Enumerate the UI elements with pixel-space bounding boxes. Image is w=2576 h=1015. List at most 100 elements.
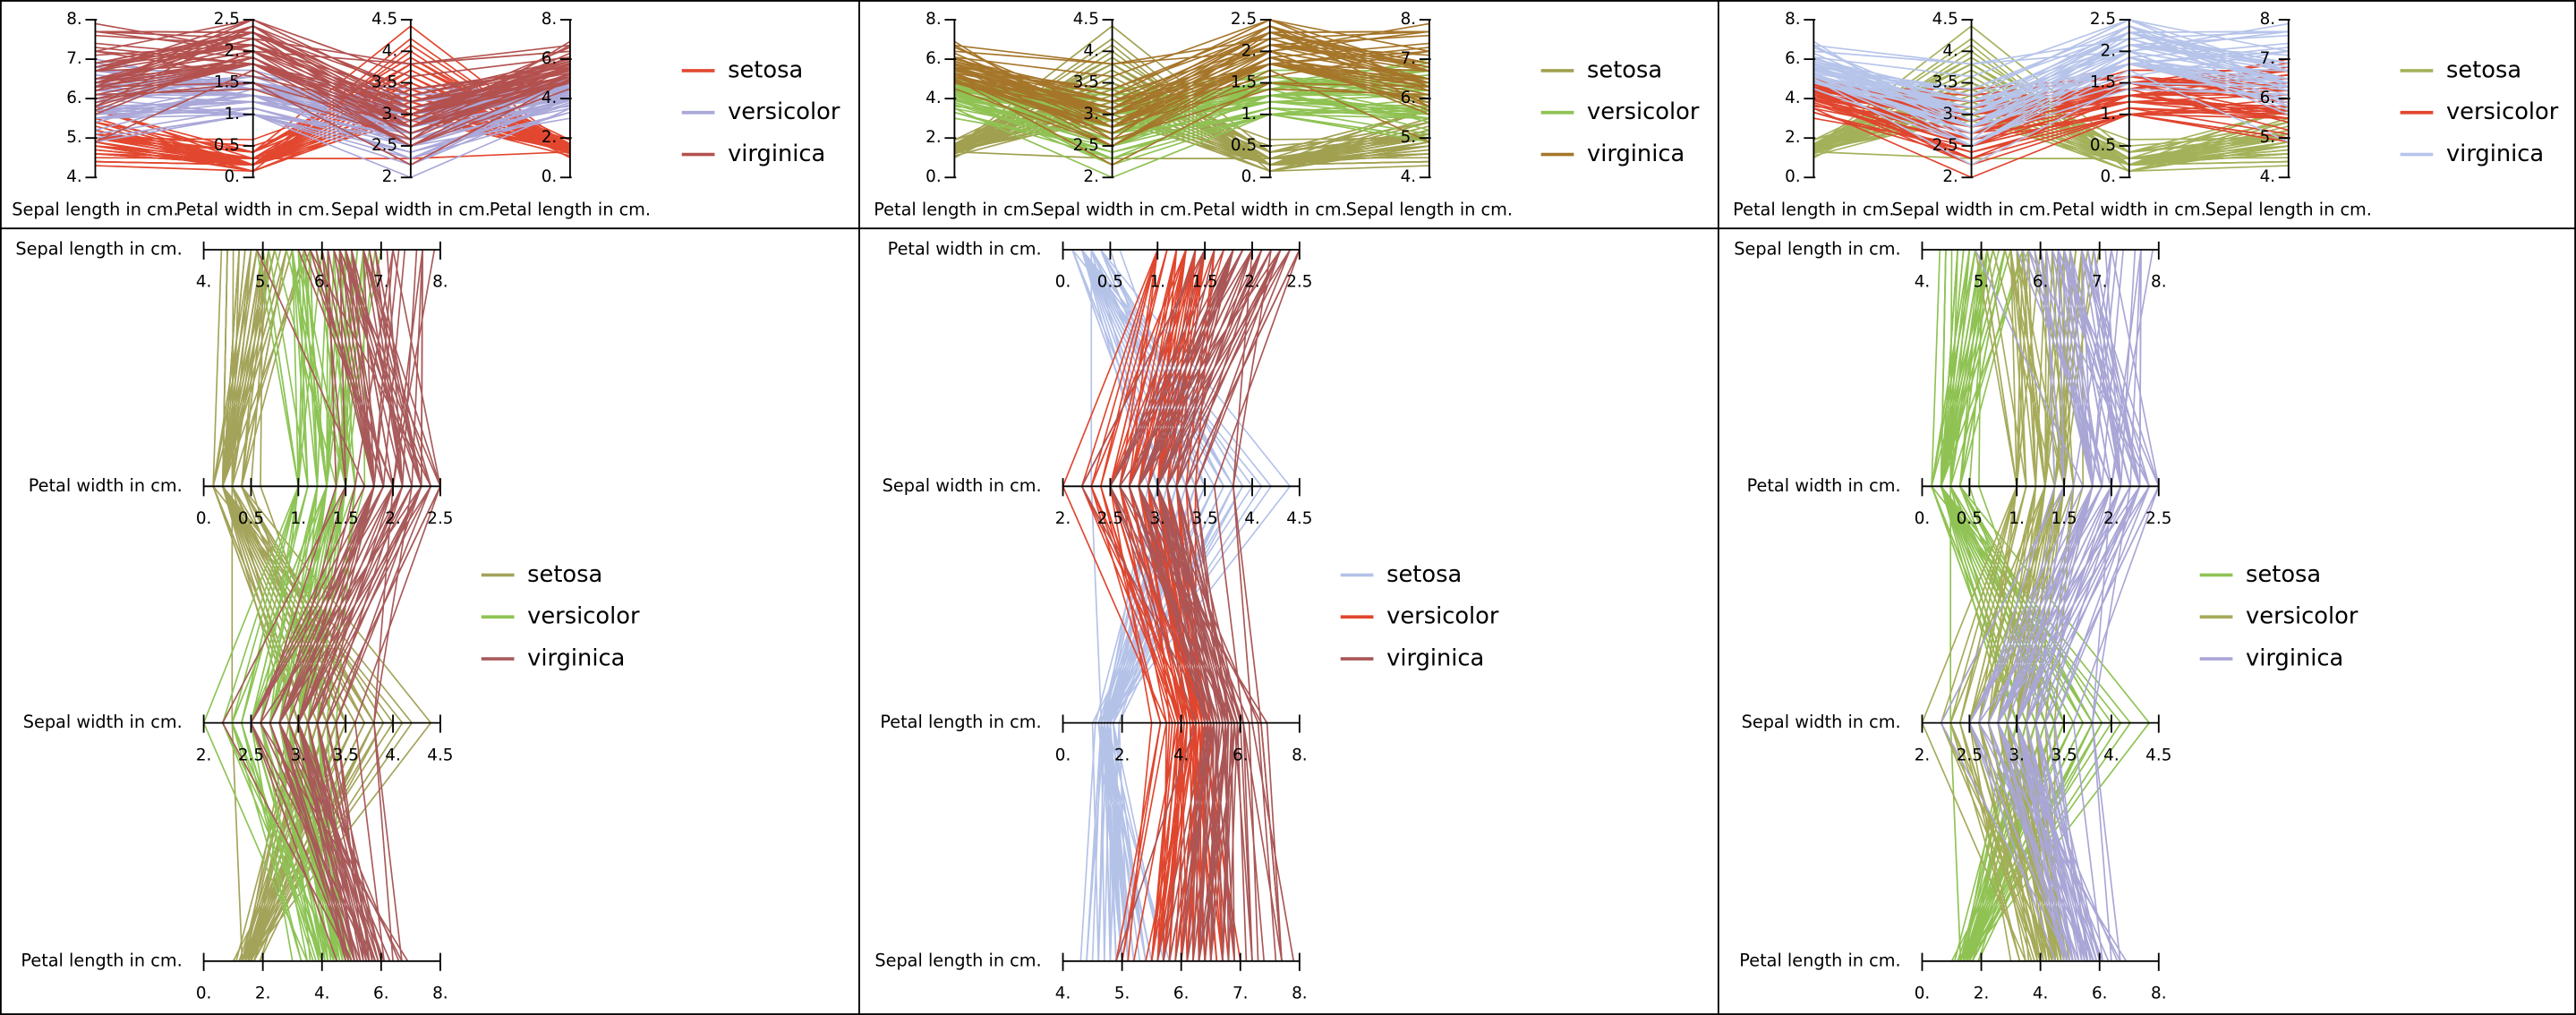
tick-label: 1.5 <box>2090 73 2116 92</box>
tick-label: 3.5 <box>2051 746 2077 764</box>
profile-line <box>954 63 1429 134</box>
tick-label: 3. <box>382 105 398 124</box>
axis-label: Petal length in cm. <box>1733 199 1894 219</box>
axis-label: Sepal length in cm. <box>1346 199 1513 219</box>
profile-line <box>250 249 366 962</box>
profile-line <box>1968 249 2103 962</box>
tick-label: 4. <box>1785 89 1801 107</box>
tick-label: 4. <box>1915 273 1931 292</box>
profile-line <box>2025 249 2094 961</box>
profile-line <box>1813 31 2289 109</box>
profile-line <box>1128 249 1234 961</box>
panel: Sepal length in cm. 4. 5. 6. 7. 8. Petal width… <box>12 10 840 219</box>
profile-line <box>954 31 1430 109</box>
profile-line <box>373 249 423 961</box>
tick-label: 7. <box>1233 984 1249 1002</box>
tick-label: 0.5 <box>1097 273 1123 292</box>
profile-line <box>95 150 570 159</box>
profile-line <box>269 249 375 962</box>
tick-label: 8. <box>542 10 558 29</box>
tick-label: 3.5 <box>1192 509 1218 528</box>
tick-label: 2. <box>925 128 942 147</box>
profile-line <box>954 30 1429 65</box>
tick-label: 3. <box>1083 105 1099 124</box>
tick-label: 0.5 <box>1957 509 1983 528</box>
legend-label: setosa <box>2246 561 2321 588</box>
profile-line <box>1949 249 2021 962</box>
tick-label: 4.5 <box>1073 10 1099 29</box>
tick-label: 8. <box>2151 984 2167 1002</box>
tick-label: 0. <box>1915 509 1931 528</box>
lines <box>1062 249 1301 962</box>
tick-label: 3.5 <box>1932 73 1958 92</box>
profile-line <box>1958 249 2035 962</box>
profile-line <box>95 31 571 103</box>
tick-label: 2. <box>1915 746 1931 764</box>
profile-line <box>1165 249 1282 961</box>
profile-line <box>95 111 571 159</box>
tick-label: 3. <box>1942 105 1958 124</box>
tick-label: 1.5 <box>1192 273 1218 292</box>
tick-label: 8. <box>2151 273 2167 292</box>
axis-label: Petal width in cm. <box>1193 199 1347 219</box>
legend-label: virginica <box>527 645 625 672</box>
profile-line <box>1109 249 1244 961</box>
profile-line <box>95 107 571 147</box>
tick-label: 0. <box>196 509 212 528</box>
profile-line <box>95 63 571 115</box>
tick-label: 5. <box>1974 273 1990 292</box>
legend-label: setosa <box>527 561 602 588</box>
tick-label: 6. <box>542 49 558 68</box>
legend-label: versicolor <box>2246 603 2358 630</box>
tick-label: 2. <box>385 509 401 528</box>
profile-line <box>1090 249 1162 961</box>
tick-label: 2.5 <box>1231 10 1257 29</box>
profile-line <box>954 150 1429 159</box>
legend-label: virginica <box>2446 141 2544 167</box>
profile-line <box>297 249 375 961</box>
profile-line <box>260 249 323 961</box>
tick-label: 0. <box>542 167 558 186</box>
profile-line <box>95 98 571 141</box>
tick-label: 2.5 <box>427 509 453 528</box>
axis-label: Petal length in cm. <box>874 199 1035 219</box>
legend-label: versicolor <box>2446 98 2559 125</box>
legend-label: virginica <box>728 141 825 167</box>
tick-label: 0. <box>1915 984 1931 1002</box>
tick-label: 4. <box>385 746 401 764</box>
profile-line <box>954 44 1429 109</box>
profile-line <box>95 78 571 166</box>
tick-label: 2.5 <box>1073 136 1099 155</box>
lines <box>1813 19 2290 179</box>
tick-label: 1. <box>291 509 307 528</box>
tick-label: 5. <box>66 128 82 147</box>
profile-line <box>1813 66 2289 141</box>
profile-line <box>1813 98 2289 141</box>
tick-label: 2.5 <box>1932 136 1958 155</box>
profile-line <box>954 69 1430 147</box>
profile-line <box>250 249 385 962</box>
profile-line <box>1813 63 2289 109</box>
tick-label: 4. <box>66 167 82 186</box>
tick-label: 4. <box>314 984 330 1002</box>
profile-line <box>231 250 243 961</box>
profile-line <box>95 56 571 147</box>
legend-label: virginica <box>1386 645 1484 672</box>
profile-line <box>954 56 1430 134</box>
axis-label: Petal width in cm. <box>888 239 1042 260</box>
profile-line <box>954 76 1429 128</box>
profile-line <box>954 31 1430 92</box>
tick-label: 6. <box>2092 984 2108 1002</box>
axis-label: Petal length in cm. <box>21 950 182 970</box>
tick-label: 2.5 <box>2145 509 2171 528</box>
profile-line <box>1175 249 1282 961</box>
profile-line <box>1156 249 1253 961</box>
axis-label: Sepal width in cm. <box>883 475 1042 496</box>
profile-line <box>95 63 571 109</box>
tick-label: 6. <box>373 984 389 1002</box>
profile-line <box>95 103 571 153</box>
tick-label: 4.5 <box>2145 746 2171 764</box>
tick-label: 1.5 <box>214 73 240 92</box>
lines <box>95 19 571 179</box>
tick-label: 0. <box>1241 167 1258 186</box>
